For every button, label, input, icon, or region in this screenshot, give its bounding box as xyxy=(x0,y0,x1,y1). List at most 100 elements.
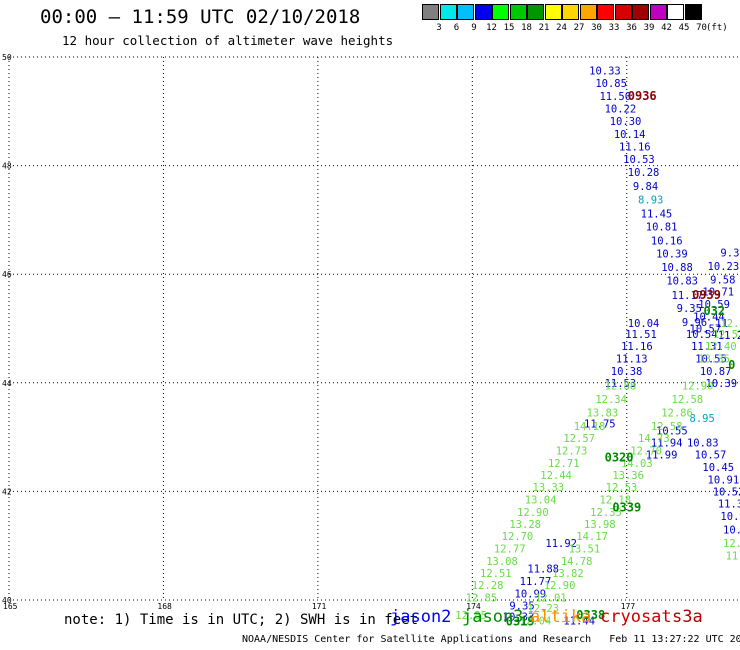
wave-height-label: 9.96 xyxy=(682,317,707,329)
wave-height-label: 10.30 xyxy=(610,116,642,128)
wave-height-label: 11.2 xyxy=(718,330,740,342)
wave-height-label: 11.94 xyxy=(651,438,683,450)
colorbar-cell xyxy=(474,4,492,20)
wave-height-label: 12.51 xyxy=(480,568,512,580)
colorbar-cell xyxy=(684,4,702,20)
legend-jason3: jason3 xyxy=(462,607,524,627)
wave-height-label: 11.13 xyxy=(616,353,648,365)
pass-time-label: 032 xyxy=(703,304,725,318)
wave-height-label: 10.44 xyxy=(693,312,725,324)
wave-height-label: 8.95 xyxy=(690,413,715,425)
wave-height-label: 11.53 xyxy=(605,378,637,390)
wave-height-label: 12.16 xyxy=(720,318,740,330)
legend-cryosat: cryosat xyxy=(600,607,672,627)
colorbar-cell xyxy=(562,4,579,20)
wave-height-label: 13.04 xyxy=(525,495,557,507)
wave-height-label: 14.73 xyxy=(638,433,670,445)
wave-height-label: 10.39 xyxy=(705,378,737,390)
wave-height-label: 13.35 xyxy=(698,353,730,365)
wave-height-label: 12.90 xyxy=(544,580,576,592)
wave-height-label: 11.17 xyxy=(672,290,704,302)
wave-height-label: 10.81 xyxy=(646,221,678,233)
wave-height-label: 11.51 xyxy=(625,329,657,341)
wave-height-label: 11.50 xyxy=(599,91,631,103)
wave-height-label: 14.17 xyxy=(576,531,608,543)
colorbar-cell xyxy=(597,4,614,20)
colorbar-cell xyxy=(509,4,527,20)
wave-height-label: 10.22 xyxy=(605,104,637,116)
wave-height-label: 12.40 xyxy=(705,341,737,353)
wave-height-label: 11.16 xyxy=(619,142,651,154)
colorbar-tick-label: 30 xyxy=(591,23,602,33)
wave-height-label: 14.78 xyxy=(561,556,593,568)
wave-height-label: 12.90 xyxy=(682,381,714,393)
wave-height-label: 12.53 xyxy=(606,482,638,494)
wave-height-label: 12.70 xyxy=(630,446,662,458)
colorbar-tick-label: 36 xyxy=(626,23,637,33)
wave-height-label: 13.33 xyxy=(533,482,565,494)
wave-height-label: 9.58 xyxy=(710,275,735,287)
lat-label: 42 xyxy=(2,487,12,496)
colorbar-tick-label: 3 xyxy=(436,23,442,33)
wave-height-label: 10.4 xyxy=(723,524,740,536)
pass-time-label: 0319 xyxy=(506,615,535,629)
wave-height-label: 12.73 xyxy=(556,446,588,458)
lon-label: 177 xyxy=(621,602,636,611)
wave-height-label: 9.35 xyxy=(677,303,702,315)
wave-height-label: 10.33 xyxy=(503,611,535,623)
lon-label: 174 xyxy=(466,602,481,611)
wave-height-label: 11.31 xyxy=(718,498,740,510)
wave-height-label: 10.16 xyxy=(651,236,683,248)
wave-height-label: 12.57 xyxy=(713,329,740,341)
pass-time-label: 0320 xyxy=(605,451,634,465)
wave-height-label: 10.88 xyxy=(661,262,693,274)
colorbar-cell xyxy=(579,4,597,20)
wave-height-label: 10.39 xyxy=(656,249,688,261)
wave-height-label: 8.93 xyxy=(638,194,663,206)
wave-height-label: 13.28 xyxy=(509,519,541,531)
wave-height-label: 10.52 xyxy=(713,486,740,498)
wave-height-label: 13.82 xyxy=(552,568,584,580)
units-note: note: 1) Time is in UTC; 2) SWH is in fe… xyxy=(64,612,419,628)
legend-altika: altika xyxy=(530,607,592,627)
wave-height-label: 12.90 xyxy=(517,507,549,519)
lat-label: 46 xyxy=(2,270,12,279)
wave-height-label: 11 xyxy=(726,550,739,562)
pass-time-label: 0 xyxy=(728,358,735,372)
wave-height-label: 10.85 xyxy=(595,78,627,90)
wave-height-label: 10.54 xyxy=(686,329,718,341)
colorbar-unit: (ft) xyxy=(706,23,728,33)
colorbar-cell xyxy=(439,4,457,20)
lat-label: 44 xyxy=(2,379,12,388)
wave-height-label: 11.99 xyxy=(646,449,678,461)
colorbar-cell xyxy=(544,4,562,20)
colorbar-tick-label: 9 xyxy=(471,23,477,33)
wave-height-label: 11.45 xyxy=(641,208,673,220)
wave-height-label: 12.85 xyxy=(455,610,487,622)
wave-height-label: 10.55 xyxy=(695,353,727,365)
wave-height-label: 10.55 xyxy=(656,426,688,438)
wave-height-label: 10.28 xyxy=(628,167,660,179)
lon-label: 168 xyxy=(157,602,172,611)
colorbar-cell xyxy=(527,4,544,20)
credit-line: NOAA/NESDIS Center for Satellite Applica… xyxy=(242,634,740,645)
wave-height-label: 10.14 xyxy=(614,129,646,141)
wave-height-label: 10.53 xyxy=(623,154,655,166)
colorbar-cell xyxy=(457,4,474,20)
wave-height-label: 12.28 xyxy=(472,580,504,592)
wave-height-label: 11.92 xyxy=(545,538,577,550)
colorbar-tick-label: 18 xyxy=(521,23,532,33)
colorbar-tick-label: 21 xyxy=(538,23,550,33)
lat-label: 50 xyxy=(2,53,12,62)
wave-height-label: 12.85 xyxy=(466,592,498,604)
wave-height-label: 12.88 xyxy=(605,381,637,393)
wave-height-label: 10.04 xyxy=(628,318,660,330)
wave-height-label: 10.91 xyxy=(708,474,740,486)
pass-time-label: 0339 xyxy=(612,501,641,515)
wave-height-label: 12. xyxy=(723,538,740,550)
wave-height-label: 10.87 xyxy=(700,366,732,378)
wave-height-label: 12.04 xyxy=(520,616,552,628)
wave-height-label: 12.01 xyxy=(535,592,567,604)
wave-height-label: 14.18 xyxy=(574,421,606,433)
